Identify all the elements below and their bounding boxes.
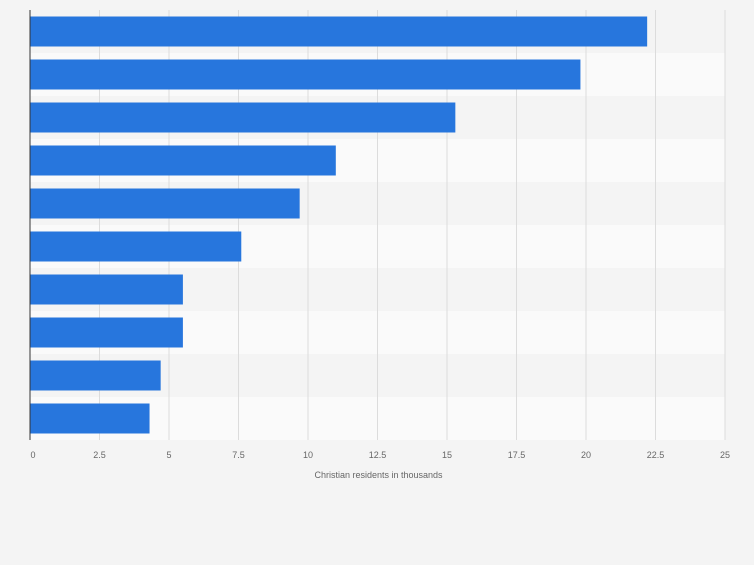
x-tick-label: 25 [720, 450, 730, 460]
x-tick-label: 5 [166, 450, 171, 460]
bar[interactable] [30, 102, 456, 133]
bar[interactable] [30, 403, 150, 434]
x-tick-label: 10 [303, 450, 313, 460]
bar[interactable] [30, 274, 183, 305]
x-tick-labels: 0 2.5 5 7.5 10 12.5 15 17.5 20 22.5 25 [30, 450, 730, 460]
x-tick-label: 22.5 [647, 450, 665, 460]
bar[interactable] [30, 317, 183, 348]
x-tick-label: 2.5 [93, 450, 106, 460]
bar[interactable] [30, 188, 300, 219]
x-tick-label: 12.5 [369, 450, 387, 460]
x-tick-label: 0 [30, 450, 35, 460]
bar[interactable] [30, 145, 336, 176]
x-tick-label: 20 [581, 450, 591, 460]
x-tick-label: 7.5 [232, 450, 245, 460]
bar[interactable] [30, 59, 581, 90]
bar[interactable] [30, 360, 161, 391]
x-axis-title: Christian residents in thousands [314, 470, 443, 480]
bars [30, 16, 648, 434]
bar[interactable] [30, 231, 242, 262]
bar[interactable] [30, 16, 648, 47]
x-tick-label: 17.5 [508, 450, 526, 460]
x-tick-label: 15 [442, 450, 452, 460]
